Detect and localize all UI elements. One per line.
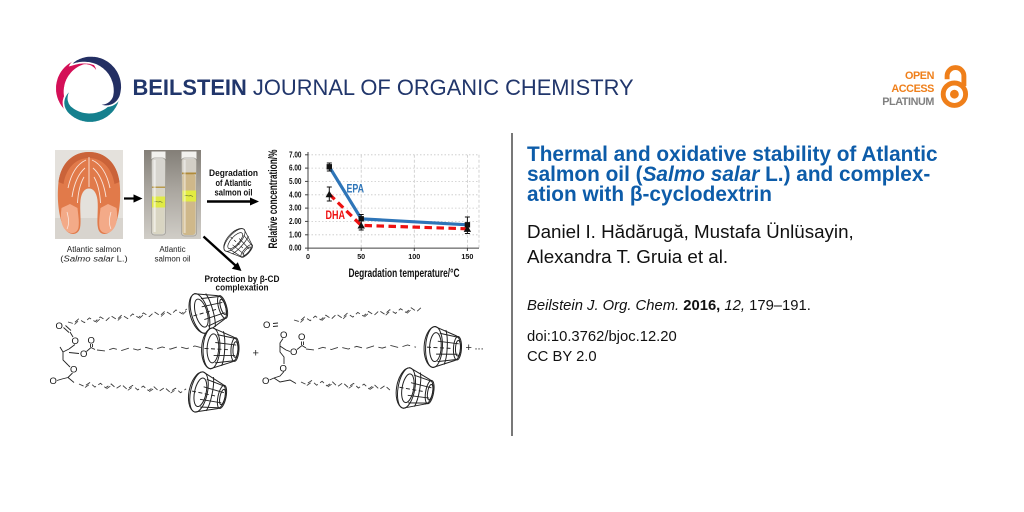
svg-text:100: 100	[408, 252, 420, 261]
svg-text:1.00: 1.00	[289, 230, 302, 239]
svg-text:O: O	[290, 347, 297, 358]
svg-text:Atlantic salmon: Atlantic salmon	[67, 245, 121, 254]
svg-text:+: +	[253, 348, 259, 360]
svg-text:50: 50	[357, 252, 365, 261]
svg-text:O: O	[280, 330, 287, 341]
svg-text:5.00: 5.00	[289, 177, 302, 186]
svg-text:O: O	[56, 321, 63, 332]
svg-text:complexation: complexation	[216, 283, 269, 293]
svg-text:of Atlantic: of Atlantic	[216, 178, 252, 188]
svg-text:O: O	[80, 349, 87, 360]
svg-text:+: +	[466, 342, 472, 354]
svg-text:Relative concentration/%: Relative concentration/%	[266, 149, 280, 248]
svg-text:6.00: 6.00	[289, 164, 302, 173]
svg-text:Atlantic: Atlantic	[159, 245, 185, 254]
svg-text:salmon oil: salmon oil	[215, 187, 253, 197]
svg-text:O: O	[70, 365, 77, 376]
svg-text:2.00: 2.00	[289, 217, 302, 226]
svg-text:(Salmo salar L.): (Salmo salar L.)	[60, 254, 128, 263]
svg-text:O: O	[50, 376, 57, 387]
svg-text:Protection by β-CD: Protection by β-CD	[205, 274, 280, 284]
svg-text:O: O	[280, 364, 287, 375]
svg-text:Degradation temperature/°C: Degradation temperature/°C	[349, 266, 460, 280]
svg-text:O: O	[263, 320, 270, 331]
svg-text:4.00: 4.00	[289, 190, 302, 199]
svg-text:0.00: 0.00	[289, 244, 302, 253]
svg-text:7.00: 7.00	[289, 150, 302, 159]
svg-text:EPA: EPA	[347, 181, 365, 195]
svg-text:O: O	[88, 336, 95, 347]
svg-text:3.00: 3.00	[289, 204, 302, 213]
svg-text:O: O	[262, 376, 269, 387]
svg-text:O: O	[72, 336, 79, 347]
svg-text:Degradation: Degradation	[209, 168, 258, 178]
svg-text:O: O	[298, 332, 305, 343]
svg-text:DHA: DHA	[326, 208, 346, 222]
svg-text:0: 0	[306, 252, 310, 261]
svg-text:150: 150	[461, 252, 473, 261]
svg-text:...: ...	[475, 341, 484, 353]
svg-text:salmon oil: salmon oil	[154, 254, 190, 263]
